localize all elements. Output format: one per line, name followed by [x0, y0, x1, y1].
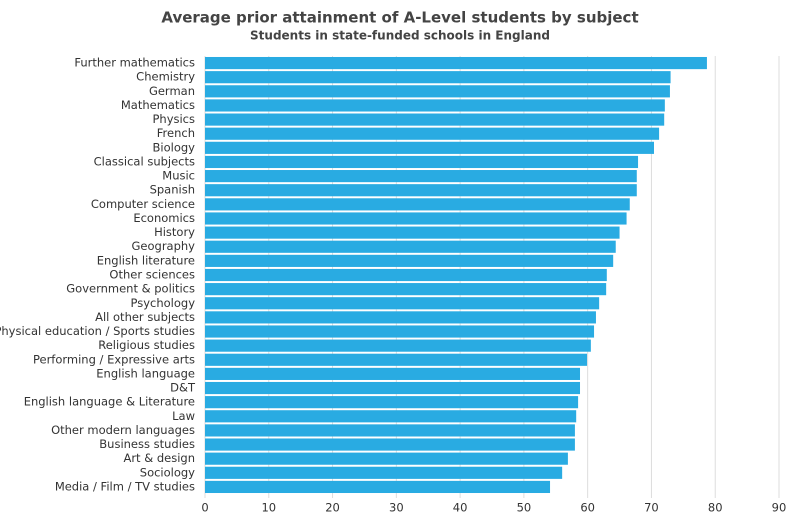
y-tick-label: Other modern languages: [51, 423, 195, 437]
bar: [205, 198, 630, 211]
y-tick-label: Sociology: [140, 465, 195, 479]
y-tick-label: All other subjects: [95, 310, 195, 324]
y-tick-label: English language & Literature: [24, 395, 195, 409]
bar: [205, 480, 551, 494]
chart-subtitle: Students in state-funded schools in Engl…: [250, 29, 550, 43]
bar: [205, 56, 707, 70]
bar: [205, 268, 607, 282]
y-tick-label: Chemistry: [136, 70, 195, 84]
bar: [205, 170, 637, 183]
bar: [205, 367, 581, 380]
x-tick-label: 40: [453, 501, 468, 515]
y-tick-label: Geography: [132, 239, 196, 253]
y-tick-label: Psychology: [130, 296, 195, 310]
bar: [205, 466, 563, 479]
y-tick-label: Performing / Expressive arts: [33, 352, 195, 366]
bar: [205, 283, 607, 296]
y-tick-label: Spanish: [150, 183, 195, 197]
bar: [205, 113, 665, 126]
bar: [205, 71, 671, 84]
bar: [205, 381, 581, 395]
bar: [205, 311, 596, 324]
y-tick-label: Physical education / Sports studies: [0, 324, 195, 338]
bar: [205, 353, 588, 366]
bar: [205, 99, 665, 112]
y-tick-label: Art & design: [123, 451, 195, 465]
x-tick-label: 60: [580, 501, 595, 515]
x-tick-label: 90: [772, 501, 787, 515]
y-tick-label: French: [157, 126, 195, 140]
y-tick-label: Classical subjects: [94, 154, 195, 168]
y-tick-label: Economics: [133, 211, 195, 225]
bar: [205, 452, 568, 465]
chart-title: Average prior attainment of A-Level stud…: [161, 9, 638, 27]
bar: [205, 127, 660, 140]
x-tick-label: 50: [517, 501, 532, 515]
bar: [205, 396, 579, 409]
y-tick-label: History: [154, 225, 195, 239]
bar: [205, 212, 627, 225]
y-tick-label: Other sciences: [109, 268, 195, 282]
bar: [205, 155, 639, 169]
x-tick-label: 10: [261, 501, 276, 515]
bar: [205, 240, 616, 253]
x-tick-label: 30: [389, 501, 404, 515]
bar: [205, 85, 670, 98]
x-tick-label: 70: [644, 501, 659, 515]
x-tick-label: 20: [325, 501, 340, 515]
bar: [205, 339, 591, 352]
y-tick-label: Government & politics: [66, 282, 195, 296]
bar: [205, 184, 637, 197]
y-tick-label: German: [149, 84, 195, 98]
bar: [205, 226, 620, 239]
y-tick-label: English literature: [97, 253, 195, 267]
x-tick-label: 0: [201, 501, 208, 515]
y-tick-label: Religious studies: [98, 338, 195, 352]
bar: [205, 141, 654, 154]
y-tick-label: Mathematics: [121, 98, 195, 112]
bar: [205, 424, 575, 437]
y-tick-label: Media / Film / TV studies: [55, 479, 195, 493]
x-tick-label: 80: [708, 501, 723, 515]
y-tick-label: English language: [96, 366, 195, 380]
y-tick-label: Business studies: [99, 437, 195, 451]
y-tick-label: Law: [172, 409, 195, 423]
y-tick-label: Further mathematics: [74, 56, 195, 70]
y-tick-label: Computer science: [91, 197, 195, 211]
y-tick-label: D&T: [170, 381, 196, 395]
bar: [205, 254, 614, 267]
y-tick-label: Music: [162, 169, 195, 183]
bar: [205, 325, 595, 338]
y-tick-label: Biology: [153, 140, 196, 154]
bar: [205, 297, 600, 310]
bar: [205, 438, 575, 451]
bar: [205, 410, 577, 423]
y-tick-label: Physics: [152, 112, 195, 126]
